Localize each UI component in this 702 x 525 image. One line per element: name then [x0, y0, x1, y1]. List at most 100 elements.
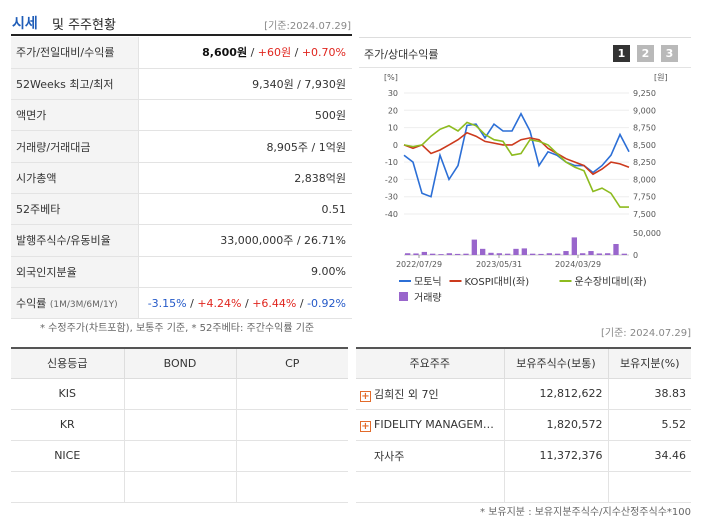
- table-cell: [236, 440, 348, 472]
- table-cell: NICE: [11, 440, 125, 472]
- column-header: BOND: [124, 347, 237, 379]
- row-label: 외국인지분율: [11, 256, 139, 288]
- volume-bar: [580, 253, 586, 255]
- volume-bar: [471, 239, 477, 255]
- section-subtitle: 및 주주현황: [52, 18, 116, 33]
- current-price: 8,600원: [202, 46, 248, 60]
- left-tick-label: 10: [388, 124, 398, 133]
- volume-bar: [463, 253, 469, 255]
- table-header-row: 신용등급 BOND CP: [11, 347, 348, 379]
- column-header: 보유주식수(보통): [504, 347, 609, 379]
- return-1m: -3.15%: [147, 296, 187, 310]
- table-cell: [124, 471, 237, 503]
- volume-bar: [555, 253, 561, 255]
- volume-bar: [480, 248, 486, 255]
- table-cell: [124, 378, 237, 410]
- table-row: NICE: [11, 440, 348, 472]
- holder-name-cell: [356, 471, 505, 503]
- chart-page-2[interactable]: 2: [637, 45, 654, 62]
- holder-name-cell[interactable]: + 김희진 외 7인: [356, 378, 505, 410]
- volume-bar: [488, 252, 494, 255]
- volume-bar: [405, 253, 411, 255]
- volume-tick-label: 0: [633, 251, 638, 260]
- table-row: 주가/전일대비/수익률 8,600원 / +60원 / +0.70%: [11, 37, 352, 69]
- right-tick-label: 7,500: [633, 210, 656, 219]
- holder-shares: 1,820,572: [504, 409, 609, 441]
- left-tick-label: -30: [385, 193, 398, 202]
- volume-bar: [546, 253, 552, 255]
- volume-bar: [413, 253, 419, 255]
- row-value: 33,000,000주 / 26.71%: [138, 224, 352, 257]
- price-value: 8,600원 / +60원 / +0.70%: [138, 37, 352, 69]
- right-tick-label: 8,500: [633, 141, 656, 150]
- holder-pct: 34.46: [608, 440, 691, 472]
- holder-name-cell[interactable]: + FIDELITY MANAGEM…: [356, 409, 505, 441]
- volume-bar: [530, 253, 536, 255]
- chart-page-1[interactable]: 1: [613, 45, 630, 62]
- left-tick-label: -10: [385, 158, 398, 167]
- series-line: [403, 131, 630, 176]
- left-tick-label: 30: [388, 89, 398, 98]
- returns-period: (1M/3M/6M/1Y): [49, 300, 118, 311]
- row-value: 0.51: [138, 193, 352, 226]
- legend-swatch: [399, 292, 408, 301]
- x-tick-label: 2024/03/29: [555, 260, 601, 269]
- column-header: CP: [236, 347, 348, 379]
- volume-bar: [513, 248, 519, 255]
- table-row: KR: [11, 409, 348, 441]
- right-tick-label: 8,000: [633, 175, 656, 184]
- table-row: 외국인지분율 9.00%: [11, 256, 352, 288]
- legend-label: 모토닉: [414, 276, 442, 288]
- table-row: 거래량/거래대금 8,905주 / 1억원: [11, 130, 352, 163]
- row-label: 거래량/거래대금: [11, 130, 139, 163]
- right-tick-label: 9,250: [633, 89, 656, 98]
- right-tick-label: 9,000: [633, 106, 656, 115]
- holder-shares: 11,372,376: [504, 440, 609, 472]
- footnote-left: * 수정주가(차트포함), 보통주 기준, * 52주베타: 주간수익률 기준: [40, 323, 315, 334]
- volume-bar: [621, 253, 627, 255]
- table-row: 52주베타 0.51: [11, 193, 352, 226]
- return-1y: -0.92%: [307, 296, 346, 310]
- volume-bar: [588, 251, 594, 255]
- quote-table: 주가/전일대비/수익률 8,600원 / +60원 / +0.70% 52Wee…: [11, 37, 352, 320]
- legend-label: KOSPI대비(좌): [465, 276, 530, 288]
- expand-plus-icon[interactable]: +: [360, 390, 371, 402]
- row-value: 8,905주 / 1억원: [138, 130, 352, 163]
- return-6m: +6.44%: [252, 296, 297, 310]
- series-line: [403, 121, 629, 208]
- table-row: 자사주 11,372,376 34.46: [356, 440, 691, 472]
- table-cell: [124, 440, 237, 472]
- table-row: 52Weeks 최고/최저 9,340원 / 7,930원: [11, 68, 352, 101]
- footnote-bottom: * 보유지분 : 보유지분주식수/지수산정주식수*100: [480, 507, 691, 518]
- right-tick-label: 8,250: [633, 158, 656, 167]
- chart-page-3[interactable]: 3: [661, 45, 678, 62]
- volume-bar: [505, 253, 511, 255]
- volume-bar: [538, 253, 544, 255]
- table-row: 수익률 (1M/3M/6M/1Y) -3.15% / +4.24% / +6.4…: [11, 287, 352, 320]
- row-value: 500원: [138, 99, 352, 132]
- holder-name: 김희진 외 7인: [374, 387, 439, 401]
- row-label: 주가/전일대비/수익률: [11, 37, 139, 69]
- table-row: [11, 471, 348, 503]
- left-axis-unit: [%]: [384, 73, 398, 82]
- right-tick-label: 8,750: [633, 124, 656, 133]
- table-cell: KR: [11, 409, 125, 441]
- returns-value: -3.15% / +4.24% / +6.44% / -0.92%: [138, 287, 352, 320]
- holder-pct: 38.83: [608, 378, 691, 410]
- footnote-date: [기준: 2024.07.29]: [600, 328, 691, 339]
- holder-name: 자사주: [374, 449, 405, 463]
- holder-name-cell: 자사주: [356, 440, 505, 472]
- chart-title: 주가/상대수익률: [364, 48, 439, 61]
- left-tick-label: -20: [385, 175, 398, 184]
- volume-bar: [521, 248, 527, 255]
- row-label: 액면가: [11, 99, 139, 132]
- expand-plus-icon[interactable]: +: [360, 420, 371, 432]
- table-row: + FIDELITY MANAGEM… 1,820,572 5.52: [356, 409, 691, 441]
- row-label: 시가총액: [11, 162, 139, 194]
- holder-shares: 12,812,622: [504, 378, 609, 410]
- table-cell: [236, 409, 348, 441]
- left-tick-label: 0: [393, 141, 398, 150]
- shareholders-table: 주요주주 보유주식수(보통) 보유지분(%) + 김희진 외 7인 12,812,…: [356, 347, 691, 503]
- volume-bar: [496, 253, 502, 255]
- table-cell: [236, 471, 348, 503]
